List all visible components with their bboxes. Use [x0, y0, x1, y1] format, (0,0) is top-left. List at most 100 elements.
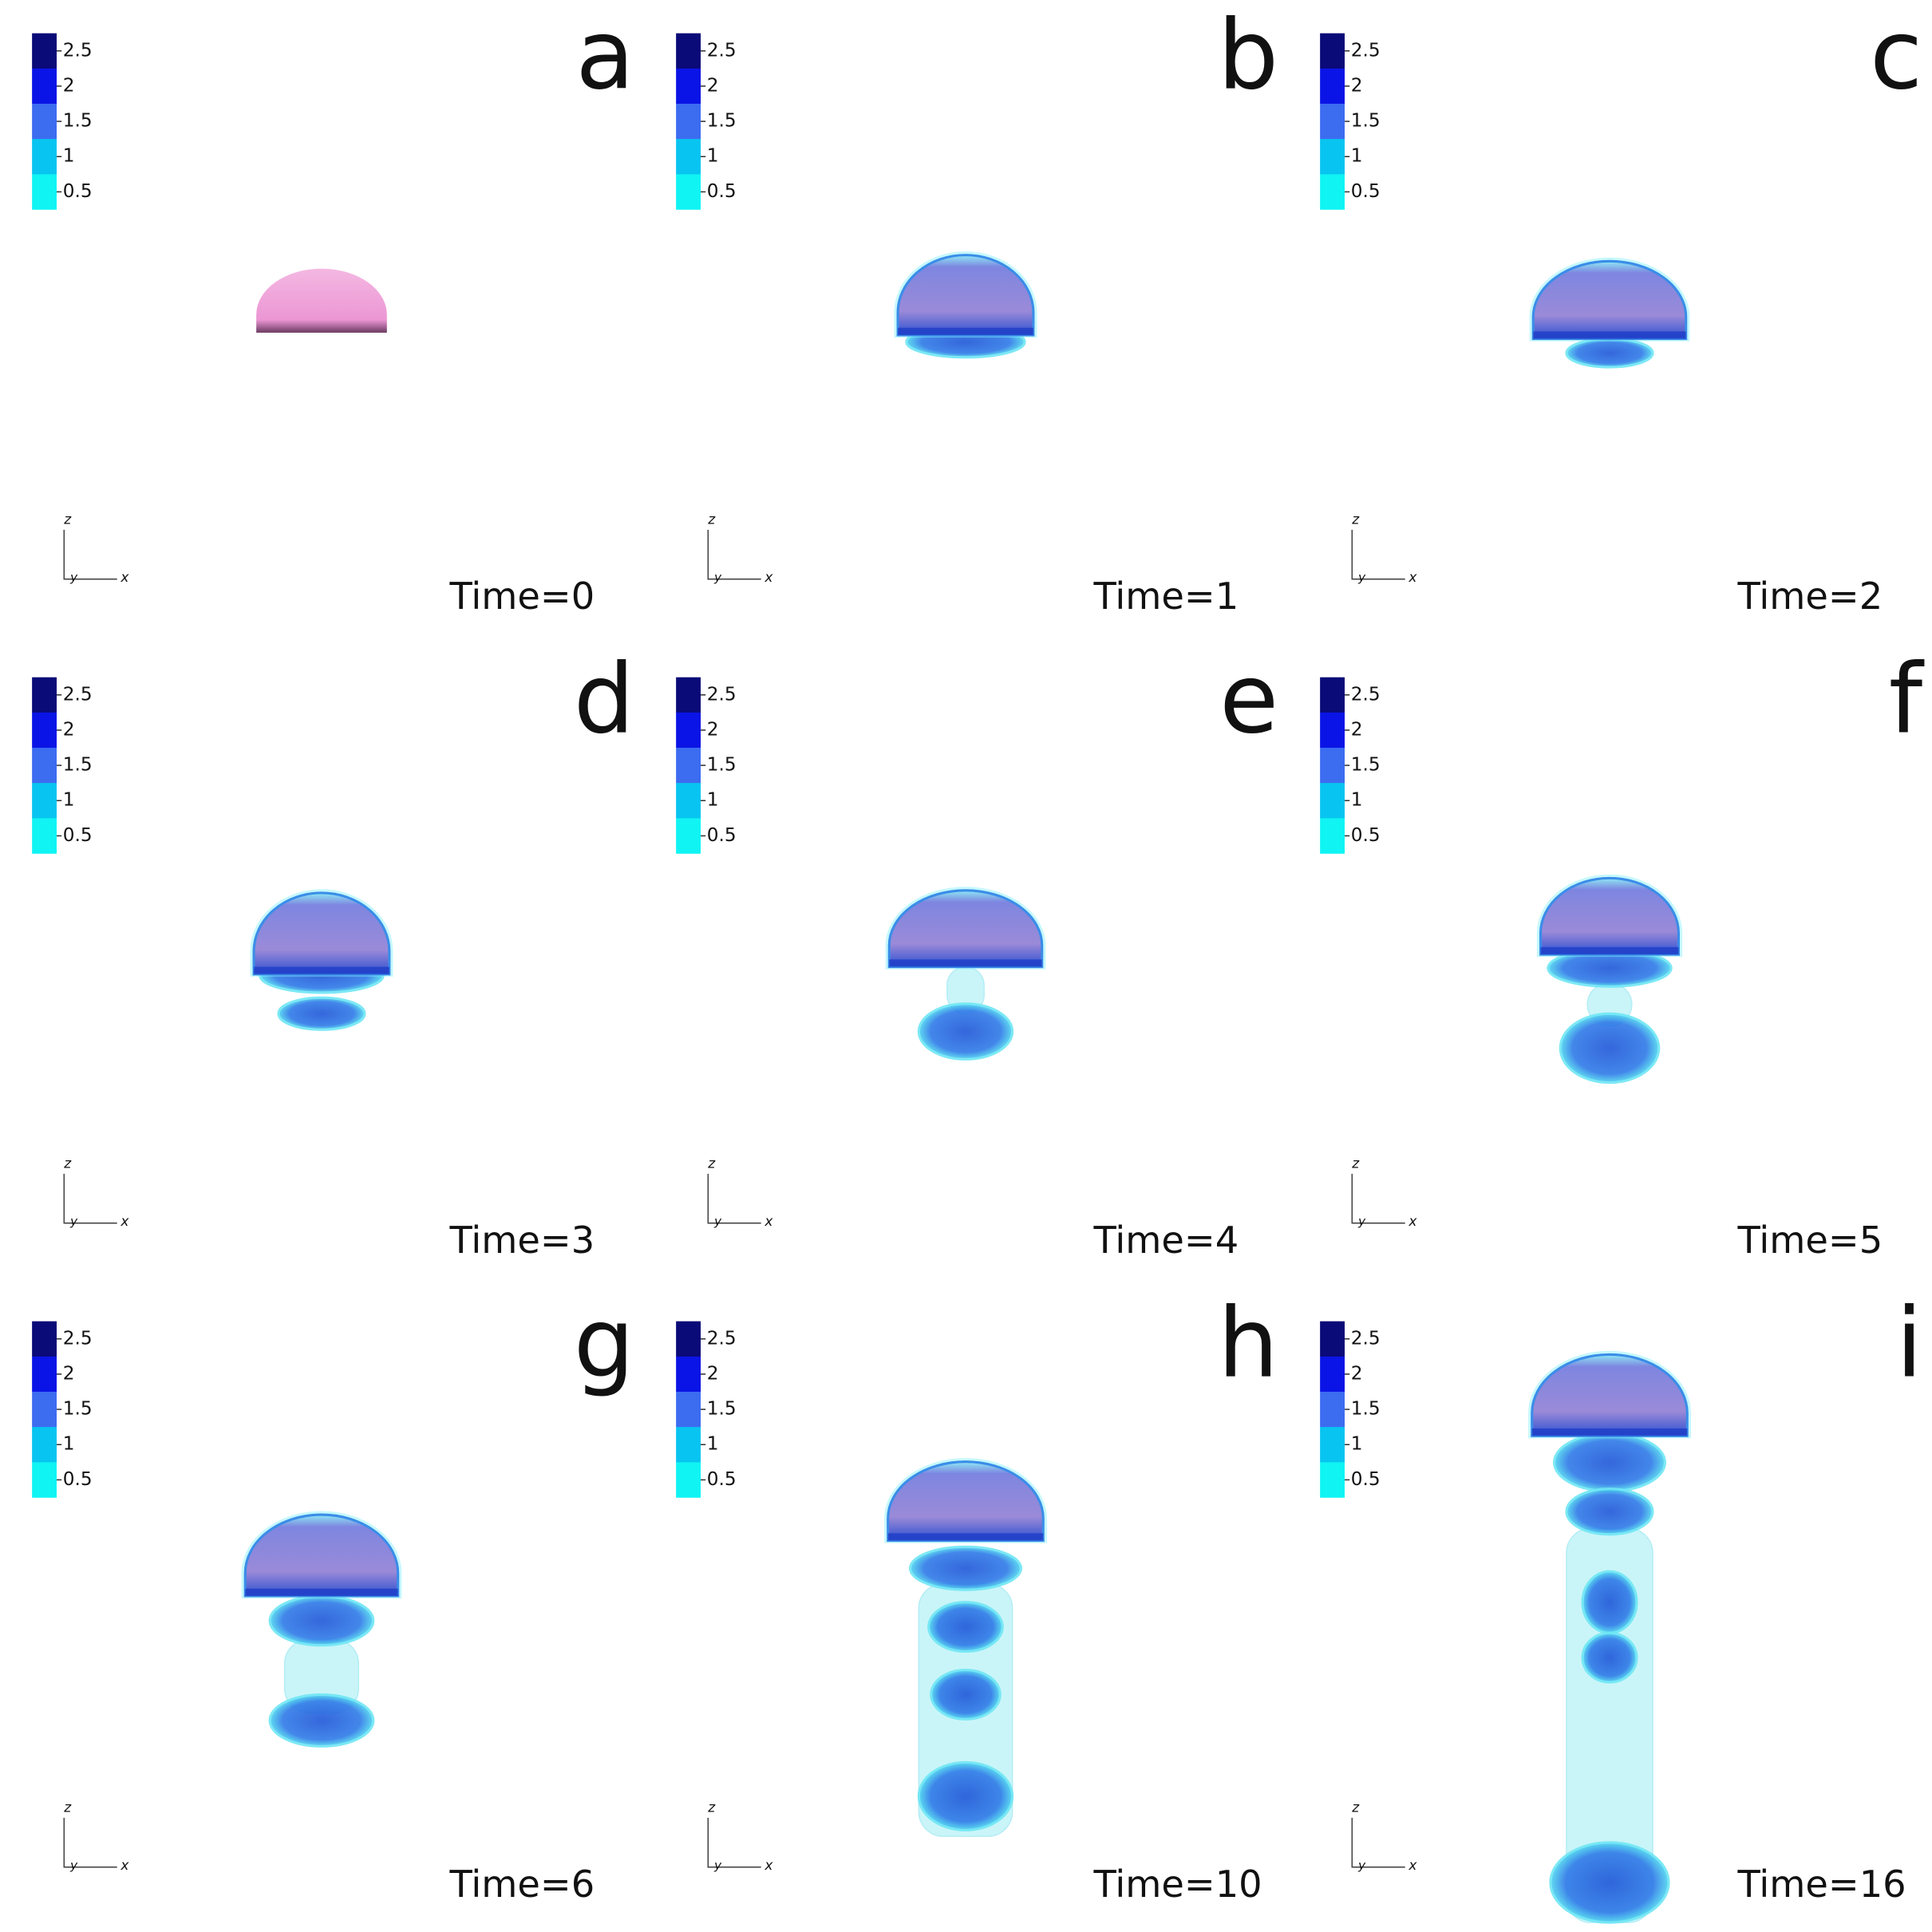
axes-lines [707, 1173, 761, 1224]
colorbar-label: 2.5 [63, 1328, 93, 1349]
time-label: Time=6 [449, 1863, 595, 1906]
axes-triad: z y x [1351, 1800, 1417, 1875]
axes-triad: z y x [63, 1800, 129, 1875]
axis-z: z [63, 1156, 72, 1172]
time-label: Time=0 [449, 575, 595, 618]
colorbar-band [1320, 748, 1345, 784]
cap-rim [245, 1588, 398, 1597]
plume [1528, 1350, 1691, 1924]
axis-z: z [63, 1800, 72, 1816]
colorbar-band [1320, 712, 1345, 749]
cap [887, 889, 1044, 969]
colorbar-label: 1 [63, 1434, 75, 1455]
colorbar-label: 1.5 [63, 1399, 93, 1420]
axes-triad: z y x [1351, 512, 1417, 587]
plume [884, 1458, 1047, 1837]
axes-lines [707, 529, 761, 580]
panel: 2.5 2 1.5 1 0.5 h Time=10 z y x [676, 1287, 1278, 1906]
axis-z: z [707, 1156, 716, 1172]
axis-z: z [707, 512, 716, 528]
colorbar-label: 2 [1351, 1363, 1363, 1384]
axes-triad: z y x [63, 512, 129, 587]
axis-x: x [764, 1214, 773, 1230]
cap-rim [1540, 946, 1679, 955]
colorbar-label: 2.5 [1351, 684, 1381, 705]
vortex-ring [1552, 1432, 1667, 1493]
vortex-ring [917, 1002, 1014, 1061]
axes-lines [63, 1817, 117, 1868]
axis-z: z [1351, 1156, 1360, 1172]
cap [252, 891, 391, 976]
axis-x: x [1408, 570, 1417, 586]
vortex-ring [917, 1760, 1014, 1831]
colorbar-band [32, 1427, 57, 1463]
panel-letter: i [1896, 1287, 1922, 1399]
colorbar-label: 2.5 [63, 40, 93, 61]
colorbar-label: 1 [1351, 790, 1363, 811]
vortex-ring [1565, 338, 1654, 369]
colorbar-band [676, 104, 701, 140]
colorbar-label: 2.5 [707, 684, 737, 705]
panel-letter: c [1870, 0, 1922, 111]
axes-triad: z y x [707, 512, 773, 587]
cap [1531, 259, 1688, 341]
cap-rim [898, 327, 1033, 335]
axes-lines [1351, 1173, 1405, 1224]
vortex-ring [268, 1594, 375, 1647]
axis-z: z [1351, 1800, 1360, 1816]
colorbar-label: 1.5 [1351, 1399, 1381, 1420]
panel: 2.5 2 1.5 1 0.5 e Time=4 z y x [676, 643, 1278, 1262]
panel-letter: b [1218, 0, 1278, 111]
colorbar-band [676, 677, 701, 713]
colorbar-band [676, 68, 701, 105]
colorbar: 2.5 2 1.5 1 0.5 [676, 33, 737, 210]
colorbar-band [1320, 818, 1345, 854]
colorbar-label: 0.5 [1351, 181, 1381, 202]
cap-rim [887, 1533, 1044, 1541]
colorbar-label: 1 [1351, 146, 1363, 167]
colorbar-label: 1.5 [707, 755, 737, 776]
axes-lines [1351, 1817, 1405, 1868]
colorbar-label: 2 [707, 1363, 719, 1384]
colorbar-band [32, 174, 57, 210]
colorbar-band [1320, 33, 1345, 69]
colorbar-band [32, 783, 57, 819]
colorbar-band [676, 1462, 701, 1498]
colorbar-band [32, 1462, 57, 1498]
colorbar-band [1320, 1321, 1345, 1357]
cap [896, 254, 1035, 337]
colorbar-band [32, 33, 57, 69]
colorbar-label: 2 [707, 719, 719, 740]
colorbar-label: 2.5 [707, 1328, 737, 1349]
colorbar-label: 1.5 [707, 111, 737, 132]
panel-letter: e [1219, 643, 1278, 755]
time-label: Time=2 [1737, 575, 1883, 618]
panel-letter: a [575, 0, 634, 111]
colorbar-label: 0.5 [63, 181, 93, 202]
axis-y: y [1357, 1859, 1366, 1873]
colorbar-band [1320, 68, 1345, 105]
cap-rim [889, 959, 1042, 967]
vortex-ring [1565, 1488, 1654, 1536]
panel: 2.5 2 1.5 1 0.5 a Time=0 z y x [32, 0, 634, 618]
colorbar-label: 1 [63, 790, 75, 811]
colorbar: 2.5 2 1.5 1 0.5 [32, 1321, 93, 1498]
axis-z: z [63, 512, 72, 528]
droplet [256, 268, 387, 333]
axis-x: x [764, 1858, 773, 1874]
colorbar-band [32, 1356, 57, 1393]
axis-y: y [713, 1859, 722, 1873]
colorbar-band [1320, 174, 1345, 210]
cap-rim [1531, 1428, 1688, 1436]
colorbar-label: 2 [1351, 75, 1363, 96]
panel: 2.5 2 1.5 1 0.5 d Time=3 z y x [32, 643, 634, 1262]
vortex-ring [908, 1545, 1023, 1591]
colorbar-band [676, 1356, 701, 1393]
colorbar-band [1320, 783, 1345, 819]
panel-letter: f [1889, 643, 1925, 755]
time-label: Time=5 [1737, 1219, 1883, 1262]
colorbar-label: 2 [63, 75, 75, 96]
axis-z: z [1351, 512, 1360, 528]
